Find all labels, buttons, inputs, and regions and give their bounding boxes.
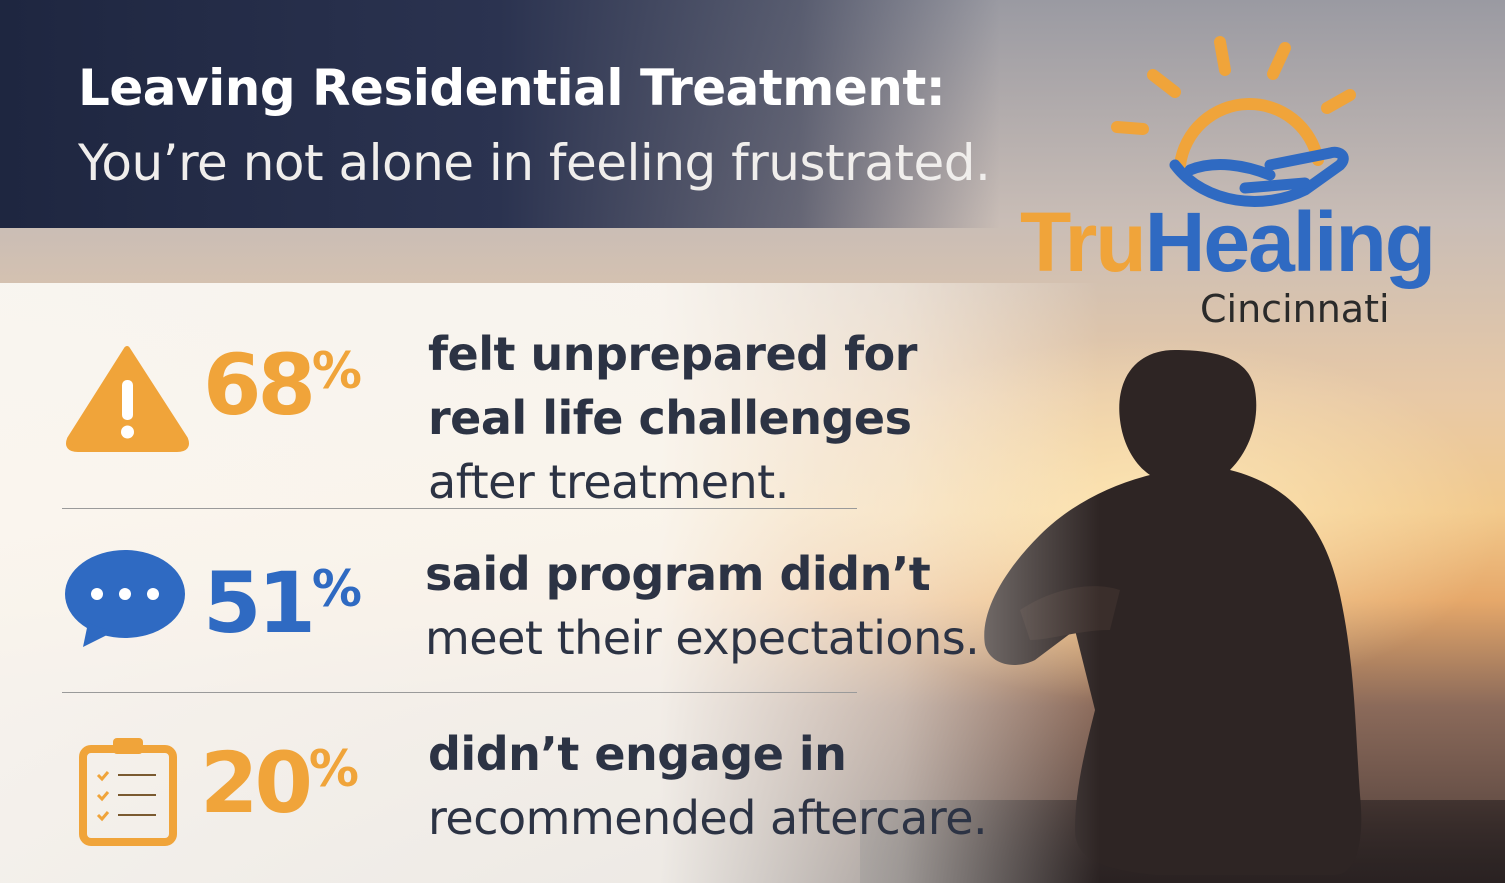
divider (62, 692, 857, 693)
logo-tru: Tru (1020, 195, 1147, 289)
page-subtitle: You’re not alone in feeling frustrated. (78, 134, 991, 192)
clipboard-checklist-icon (79, 738, 177, 846)
desc-bold-line: said program didn’t (425, 547, 931, 601)
stat-description-1: felt unprepared for real life challenges… (428, 322, 917, 514)
percent-sign: % (311, 560, 363, 618)
stat-description-2: said program didn’t meet their expectati… (425, 542, 980, 670)
logo-healing: Healing (1144, 195, 1436, 289)
page-title: Leaving Residential Treatment: (78, 59, 946, 117)
sun-hand-logo-icon (1111, 36, 1356, 207)
desc-line: recommended aftercare. (428, 791, 988, 845)
percent-value: 20 (200, 734, 313, 832)
logo-wordmark: TruHealing (1020, 200, 1436, 284)
warning-triangle-icon (66, 346, 189, 452)
header-banner (0, 0, 1000, 228)
divider (62, 508, 857, 509)
stat-description-3: didn’t engage in recommended aftercare. (428, 722, 988, 850)
chat-bubble-icon (65, 550, 185, 647)
percent-sign: % (308, 740, 360, 798)
percent-value: 68 (203, 336, 316, 434)
percent-sign: % (311, 342, 363, 400)
stat-percent-51: 51% (203, 553, 362, 653)
desc-line: after treatment. (428, 455, 789, 509)
stat-percent-20: 20% (200, 733, 359, 833)
logo-location: Cincinnati (1200, 287, 1390, 331)
desc-line: meet their expectations. (425, 611, 980, 665)
desc-bold-line: felt unprepared for (428, 327, 917, 381)
desc-bold-line: real life challenges (428, 391, 912, 445)
stats-panel (0, 283, 1100, 883)
stat-percent-68: 68% (203, 335, 362, 435)
percent-value: 51 (203, 554, 316, 652)
desc-bold-line: didn’t engage in (428, 727, 847, 781)
